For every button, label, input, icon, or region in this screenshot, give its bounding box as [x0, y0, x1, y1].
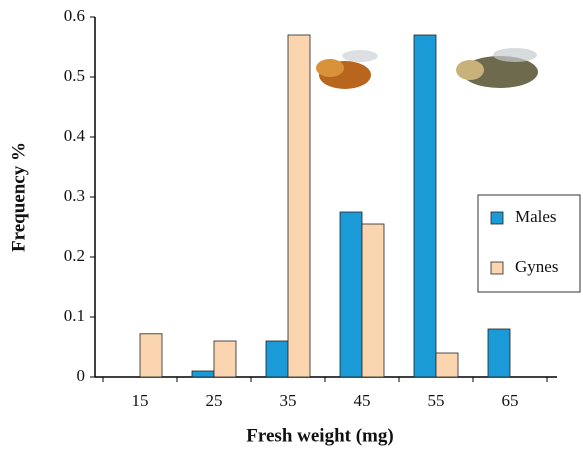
y-tick-label: 0.1	[64, 306, 85, 325]
y-axis-title: Frequency %	[8, 142, 29, 252]
bee-gyne	[316, 50, 378, 89]
bar	[414, 35, 436, 377]
y-tick-label: 0.6	[64, 6, 85, 25]
bar	[362, 224, 384, 377]
y-tick-label: 0.4	[64, 126, 86, 145]
bar	[214, 341, 236, 377]
bar	[340, 212, 362, 377]
bar	[266, 341, 288, 377]
y-tick-label: 0.3	[64, 186, 85, 205]
bar	[288, 35, 310, 377]
bar	[140, 334, 162, 377]
legend-label: Males	[515, 207, 557, 226]
bar	[192, 371, 214, 377]
legend-label: Gynes	[515, 257, 558, 276]
x-tick-label: 65	[502, 391, 519, 410]
x-axis-title: Fresh weight (mg)	[246, 425, 393, 446]
legend-swatch	[491, 212, 503, 224]
legend-swatch	[491, 262, 503, 274]
bee-male	[456, 48, 538, 88]
y-tick-label: 0.2	[64, 246, 85, 265]
x-tick-label: 25	[206, 391, 223, 410]
y-tick-label: 0	[77, 366, 86, 385]
bar	[488, 329, 510, 377]
x-tick-label: 45	[354, 391, 371, 410]
y-tick-label: 0.5	[64, 66, 85, 85]
x-tick-label: 15	[132, 391, 149, 410]
chart: Fresh weight (mg) Frequency % 0 0.1 0.2 0.3…	[0, 0, 583, 452]
x-tick-label: 35	[280, 391, 297, 410]
x-tick-label: 55	[428, 391, 445, 410]
page: {"chart_data": {"type": "bar", "x_label"…	[0, 0, 583, 452]
bar	[436, 353, 458, 377]
